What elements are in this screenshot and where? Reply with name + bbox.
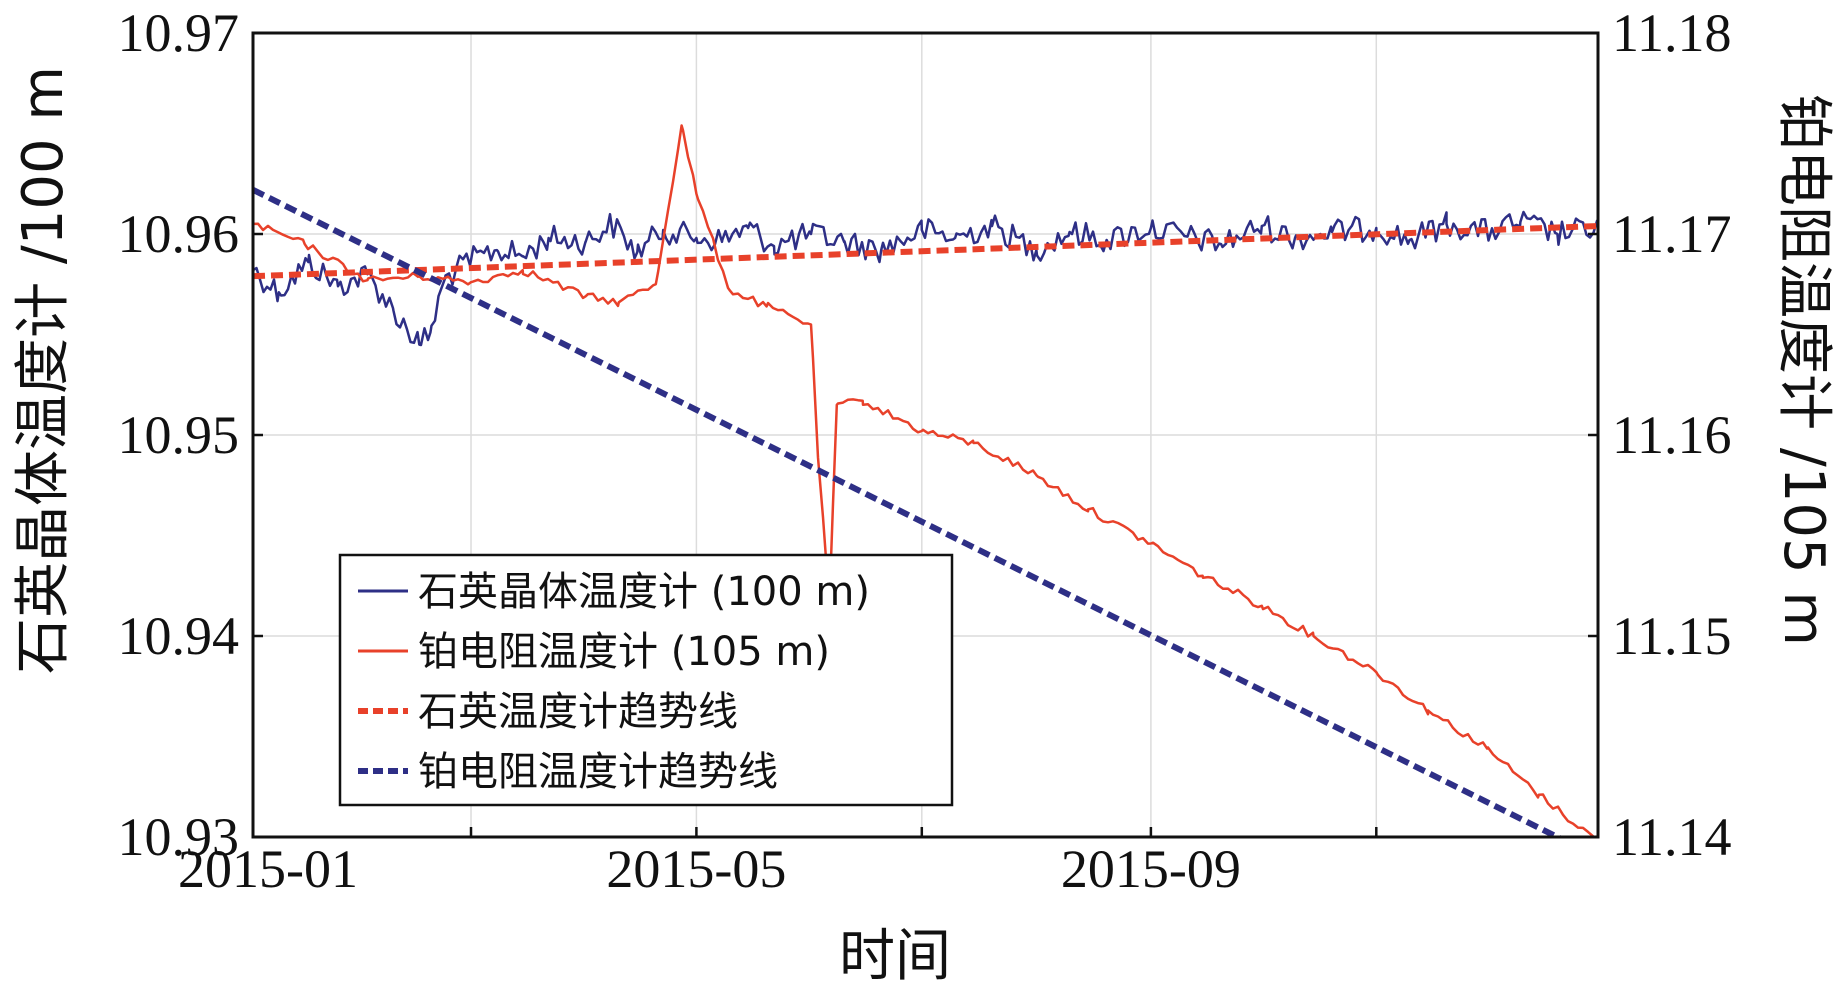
axis-ticks: 10.97 10.96 10.95 10.94 10.93 11.18 11.17 11.16… <box>118 3 1732 899</box>
plot-area <box>253 124 1598 837</box>
x-tick-label: 2015-01 <box>178 839 358 899</box>
y-right-tick-label: 11.15 <box>1612 606 1732 666</box>
x-axis-label: 时间 <box>839 924 951 989</box>
x-tick-label: 2015-05 <box>606 839 786 899</box>
series-quartz-line <box>253 210 1598 347</box>
y-right-tick-label: 11.18 <box>1612 3 1732 63</box>
x-tick-label: 2015-09 <box>1061 839 1241 899</box>
legend-box <box>338 553 954 807</box>
series-platinum-trend <box>253 187 1565 837</box>
legend-label-quartz-trend: 石英温度计趋势线 <box>418 689 738 735</box>
legend: 石英晶体温度计 (100 m) 铂电阻温度计 (105 m) 石英温度计趋势线 … <box>338 553 954 807</box>
series-quartz-trend <box>253 223 1598 280</box>
legend-label-platinum-trend: 铂电阻温度计趋势线 <box>418 749 778 795</box>
y-left-tick-label: 10.96 <box>118 204 240 264</box>
y-left-tick-label: 10.97 <box>118 3 240 63</box>
y-axis-right-label: 铂电阻温度计 /105 m <box>1771 94 1836 646</box>
y-right-tick-label: 11.14 <box>1612 807 1732 867</box>
y-left-tick-label: 10.94 <box>118 606 240 666</box>
legend-label-platinum: 铂电阻温度计 (105 m) <box>418 629 830 675</box>
y-left-tick-label: 10.95 <box>118 405 240 465</box>
y-axis-left-label: 石英晶体温度计 /100 m <box>11 66 76 674</box>
y-right-tick-label: 11.17 <box>1612 204 1732 264</box>
series-platinum-line <box>253 124 1597 837</box>
y-left-tick-label: 10.93 <box>118 807 240 867</box>
legend-label-quartz: 石英晶体温度计 (100 m) <box>418 569 870 615</box>
y-right-tick-label: 11.16 <box>1612 405 1732 465</box>
